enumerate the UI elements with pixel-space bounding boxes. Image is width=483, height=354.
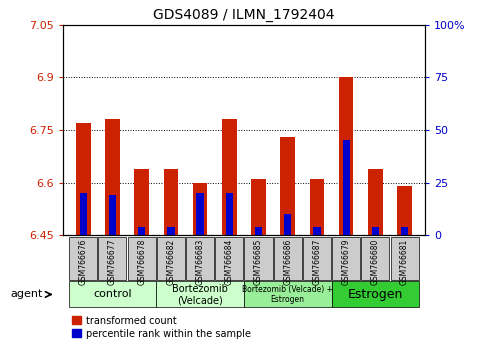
- Bar: [167, 227, 174, 235]
- Text: GSM766680: GSM766680: [371, 239, 380, 285]
- Legend: transformed count, percentile rank within the sample: transformed count, percentile rank withi…: [68, 312, 255, 343]
- Text: Bortezomib
(Velcade): Bortezomib (Velcade): [172, 284, 228, 305]
- Bar: [313, 227, 321, 235]
- Bar: [342, 141, 350, 235]
- Bar: [284, 214, 291, 235]
- FancyBboxPatch shape: [186, 236, 214, 280]
- FancyBboxPatch shape: [244, 281, 331, 308]
- Bar: [193, 183, 207, 235]
- Text: control: control: [93, 290, 132, 299]
- Bar: [134, 169, 149, 235]
- FancyBboxPatch shape: [361, 236, 389, 280]
- Bar: [372, 227, 379, 235]
- FancyBboxPatch shape: [332, 236, 360, 280]
- Bar: [368, 169, 383, 235]
- Bar: [281, 137, 295, 235]
- Text: GSM766679: GSM766679: [341, 239, 351, 285]
- FancyBboxPatch shape: [331, 281, 419, 308]
- Bar: [226, 193, 233, 235]
- Bar: [222, 119, 237, 235]
- FancyBboxPatch shape: [303, 236, 331, 280]
- FancyBboxPatch shape: [215, 236, 243, 280]
- Bar: [251, 179, 266, 235]
- Bar: [398, 186, 412, 235]
- Bar: [339, 78, 354, 235]
- Text: GSM766676: GSM766676: [79, 239, 88, 285]
- Bar: [164, 169, 178, 235]
- Bar: [105, 119, 120, 235]
- Text: agent: agent: [11, 290, 43, 299]
- FancyBboxPatch shape: [391, 236, 419, 280]
- FancyBboxPatch shape: [156, 281, 244, 308]
- Text: GSM766681: GSM766681: [400, 239, 409, 285]
- FancyBboxPatch shape: [244, 236, 272, 280]
- Text: GSM766687: GSM766687: [313, 239, 322, 285]
- FancyBboxPatch shape: [99, 236, 127, 280]
- Text: Bortezomib (Velcade) +
Estrogen: Bortezomib (Velcade) + Estrogen: [242, 285, 333, 304]
- Bar: [138, 227, 145, 235]
- Bar: [255, 227, 262, 235]
- Bar: [80, 193, 87, 235]
- Bar: [197, 193, 204, 235]
- Text: GSM766683: GSM766683: [196, 239, 205, 285]
- FancyBboxPatch shape: [157, 236, 185, 280]
- Text: GSM766677: GSM766677: [108, 239, 117, 285]
- FancyBboxPatch shape: [274, 236, 302, 280]
- Bar: [401, 227, 408, 235]
- Text: GSM766682: GSM766682: [166, 239, 175, 285]
- Text: GSM766686: GSM766686: [283, 239, 292, 285]
- Bar: [76, 123, 90, 235]
- FancyBboxPatch shape: [69, 281, 156, 308]
- Text: GSM766678: GSM766678: [137, 239, 146, 285]
- FancyBboxPatch shape: [128, 236, 156, 280]
- Bar: [310, 179, 324, 235]
- Text: GSM766685: GSM766685: [254, 239, 263, 285]
- FancyBboxPatch shape: [69, 236, 97, 280]
- Title: GDS4089 / ILMN_1792404: GDS4089 / ILMN_1792404: [153, 8, 335, 22]
- Text: Estrogen: Estrogen: [348, 288, 403, 301]
- Text: GSM766684: GSM766684: [225, 239, 234, 285]
- Bar: [109, 195, 116, 235]
